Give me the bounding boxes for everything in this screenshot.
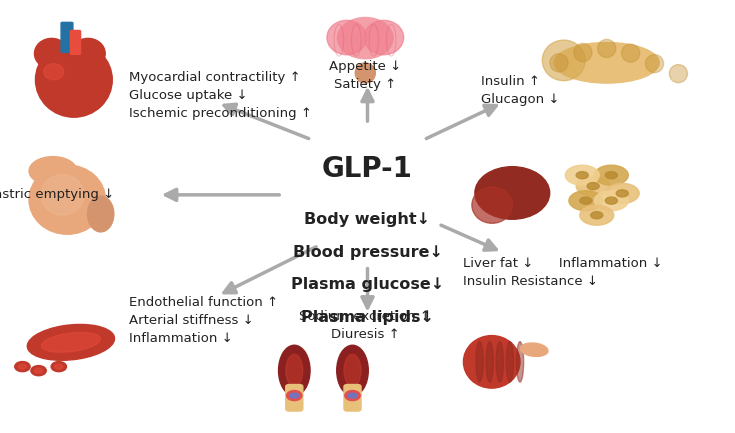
Ellipse shape	[51, 362, 66, 372]
Circle shape	[595, 165, 628, 185]
Ellipse shape	[345, 391, 360, 401]
Text: Endothelial function ↑
Arterial stiffness ↓
Inflammation ↓: Endothelial function ↑ Arterial stiffnes…	[129, 296, 278, 345]
Ellipse shape	[279, 345, 310, 396]
Ellipse shape	[29, 165, 106, 234]
Ellipse shape	[364, 20, 404, 55]
FancyBboxPatch shape	[286, 385, 303, 411]
Ellipse shape	[472, 187, 512, 223]
Circle shape	[565, 165, 599, 185]
Circle shape	[576, 176, 610, 196]
Text: Sodium excretion ↑
Diuresis ↑: Sodium excretion ↑ Diuresis ↑	[299, 310, 431, 341]
Ellipse shape	[41, 333, 101, 352]
Circle shape	[605, 183, 639, 204]
Circle shape	[580, 197, 592, 204]
Ellipse shape	[287, 391, 302, 401]
FancyBboxPatch shape	[71, 30, 81, 55]
Ellipse shape	[355, 63, 376, 83]
Circle shape	[605, 171, 617, 179]
Ellipse shape	[348, 393, 357, 398]
Ellipse shape	[87, 196, 114, 232]
FancyBboxPatch shape	[344, 385, 361, 411]
Ellipse shape	[31, 365, 46, 376]
Circle shape	[591, 212, 603, 219]
Ellipse shape	[290, 393, 298, 398]
Circle shape	[595, 191, 628, 211]
Ellipse shape	[27, 324, 115, 360]
Ellipse shape	[554, 42, 659, 83]
Ellipse shape	[18, 364, 26, 369]
Ellipse shape	[463, 336, 520, 388]
FancyBboxPatch shape	[61, 23, 73, 52]
Ellipse shape	[517, 342, 523, 382]
Ellipse shape	[486, 342, 493, 382]
Ellipse shape	[645, 55, 664, 73]
Ellipse shape	[35, 39, 69, 69]
Ellipse shape	[327, 20, 367, 55]
Ellipse shape	[496, 342, 503, 382]
Ellipse shape	[598, 39, 616, 58]
Ellipse shape	[35, 42, 112, 117]
Text: Gastric emptying ↓: Gastric emptying ↓	[0, 188, 114, 201]
Ellipse shape	[71, 39, 105, 69]
Ellipse shape	[41, 174, 84, 215]
Ellipse shape	[286, 354, 303, 387]
Ellipse shape	[520, 343, 548, 356]
Circle shape	[616, 190, 628, 197]
Ellipse shape	[29, 157, 76, 185]
Ellipse shape	[15, 362, 30, 372]
Ellipse shape	[337, 17, 393, 59]
Text: Insulin ↑
Glucagon ↓: Insulin ↑ Glucagon ↓	[481, 75, 560, 107]
Ellipse shape	[344, 354, 361, 387]
Text: GLP-1: GLP-1	[322, 155, 413, 183]
Ellipse shape	[542, 40, 585, 81]
Text: Blood pressure↓: Blood pressure↓	[293, 245, 442, 260]
Ellipse shape	[475, 167, 550, 219]
Circle shape	[587, 183, 599, 190]
Ellipse shape	[506, 342, 514, 382]
Ellipse shape	[670, 65, 687, 83]
Ellipse shape	[43, 64, 64, 80]
Ellipse shape	[574, 43, 592, 61]
Ellipse shape	[35, 368, 43, 373]
Circle shape	[580, 205, 614, 225]
Circle shape	[576, 171, 588, 179]
Circle shape	[605, 197, 617, 204]
Ellipse shape	[622, 44, 639, 62]
Text: Plasma glucose↓: Plasma glucose↓	[291, 277, 444, 292]
Text: Body weight↓: Body weight↓	[304, 212, 431, 227]
Ellipse shape	[55, 364, 62, 369]
Text: Myocardial contractility ↑
Glucose uptake ↓
Ischemic preconditioning ↑: Myocardial contractility ↑ Glucose uptak…	[129, 71, 312, 120]
Ellipse shape	[550, 54, 568, 72]
Text: Liver fat ↓      Inflammation ↓
Insulin Resistance ↓: Liver fat ↓ Inflammation ↓ Insulin Resis…	[463, 257, 663, 288]
Text: Appetite ↓
Satiety ↑: Appetite ↓ Satiety ↑	[329, 60, 401, 91]
Text: Plasma lipids↓: Plasma lipids↓	[301, 310, 434, 325]
Ellipse shape	[337, 345, 368, 396]
Ellipse shape	[476, 342, 483, 382]
Circle shape	[569, 191, 603, 211]
